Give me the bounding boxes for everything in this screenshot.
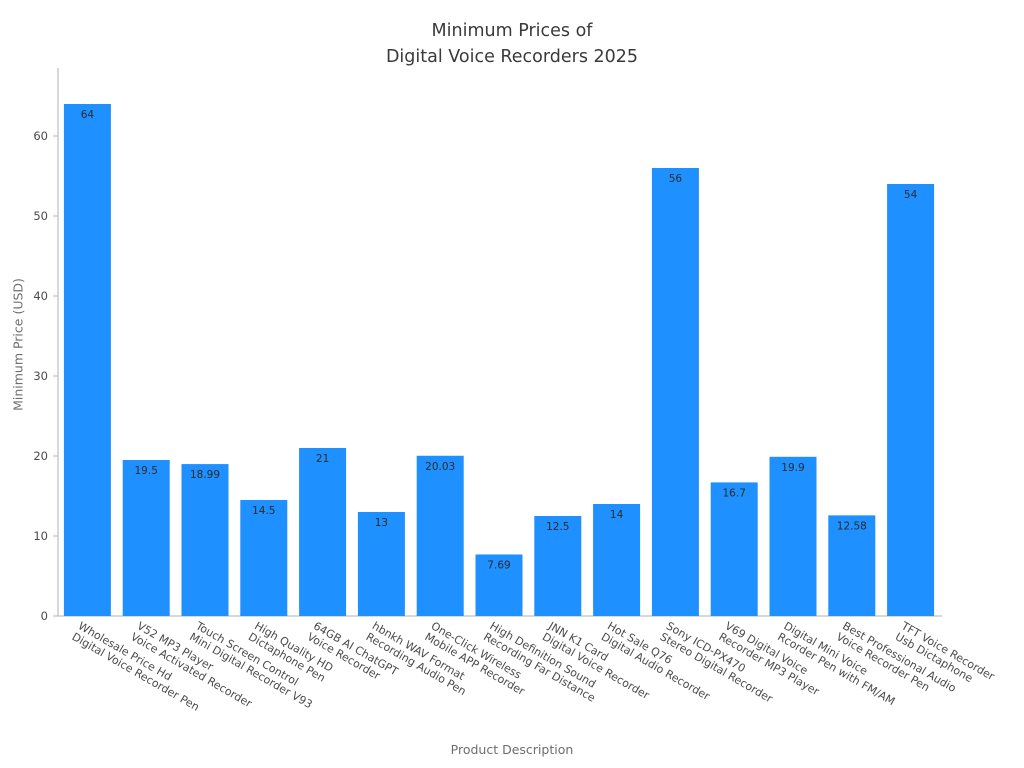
chart-title-line-1: Minimum Prices of	[431, 21, 593, 41]
bar	[181, 464, 229, 616]
bar-value-label: 19.5	[135, 465, 158, 477]
bar-value-label: 14.5	[252, 505, 275, 517]
bar-value-label: 13	[375, 517, 388, 529]
bar	[769, 456, 817, 616]
bar	[475, 554, 523, 616]
bar	[651, 168, 699, 616]
bar	[240, 500, 288, 616]
y-tick-label: 50	[33, 209, 48, 223]
bar	[357, 512, 405, 616]
bar	[63, 104, 111, 616]
chart-title-line-2: Digital Voice Recorders 2025	[385, 47, 639, 67]
y-tick-label: 30	[33, 369, 48, 383]
bar-value-label: 16.7	[723, 487, 746, 499]
bar-value-label: 7.69	[487, 559, 510, 571]
y-tick-label: 20	[33, 449, 48, 463]
bar-value-label: 14	[610, 509, 624, 521]
bar	[299, 448, 347, 616]
bar	[122, 460, 170, 616]
bar	[710, 482, 758, 616]
y-tick-label: 60	[33, 129, 48, 143]
bar	[534, 516, 582, 616]
x-axis-title: Product Description	[450, 742, 574, 757]
bar-value-label: 64	[81, 109, 95, 121]
bar	[828, 515, 876, 616]
bar-value-label: 18.99	[190, 469, 220, 481]
y-tick-label: 10	[33, 529, 48, 543]
y-tick-label: 40	[33, 289, 48, 303]
y-tick-label: 0	[41, 609, 48, 623]
bar	[887, 184, 935, 616]
bar	[593, 504, 641, 616]
chart-title: Minimum Prices of Digital Voice Recorder…	[0, 18, 1024, 70]
bar-value-label: 21	[316, 453, 329, 465]
bar-value-label: 12.58	[837, 520, 867, 532]
bar	[416, 455, 464, 616]
bar-value-label: 12.5	[546, 521, 569, 533]
bar-value-label: 20.03	[425, 461, 455, 473]
bar-value-label: 56	[669, 173, 683, 185]
y-axis-title: Minimum Price (USD)	[10, 278, 26, 411]
bar-value-label: 19.9	[781, 462, 804, 474]
bar-value-label: 54	[904, 189, 918, 201]
